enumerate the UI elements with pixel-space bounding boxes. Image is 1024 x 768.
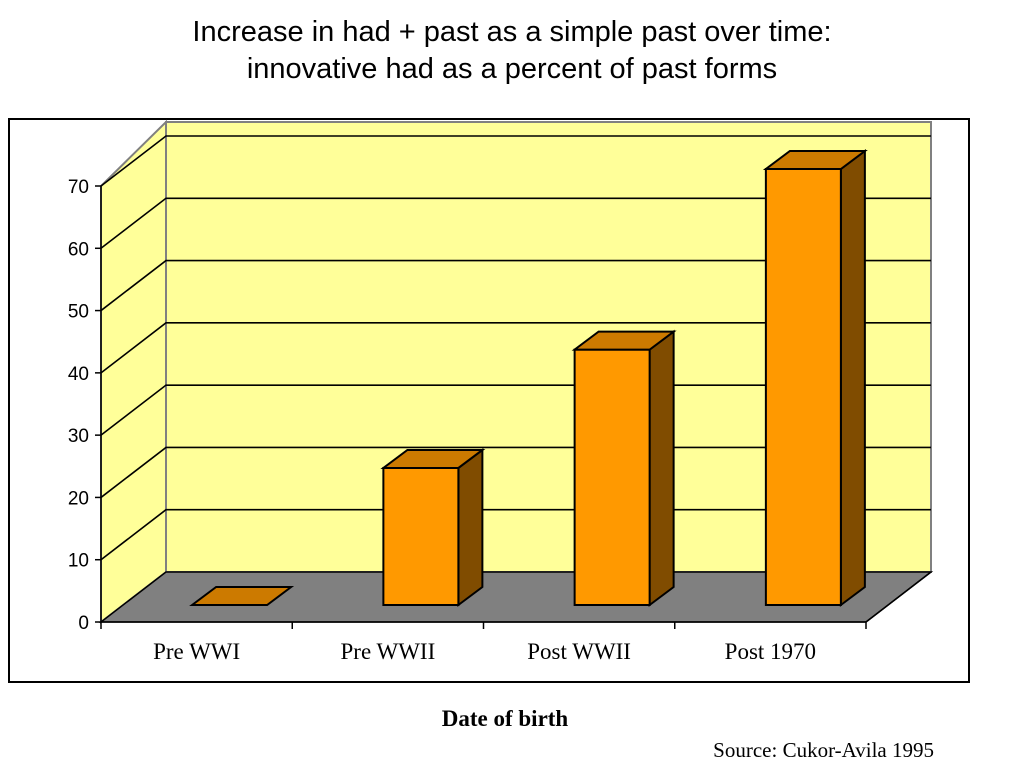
bar-side <box>648 329 675 607</box>
y-tick-label: 70 <box>68 177 89 198</box>
x-tick-label: Post WWII <box>527 639 631 664</box>
bar-front <box>573 348 651 606</box>
gridlines <box>100 135 931 561</box>
y-tick-labels: 0 10 20 30 40 50 60 70 <box>68 177 89 634</box>
x-tick-label: Pre WWI <box>153 639 240 664</box>
gridline <box>100 135 931 187</box>
bar-side <box>839 149 866 607</box>
gridline <box>100 197 931 249</box>
chart-frame <box>8 118 970 683</box>
floor-edge <box>865 571 932 623</box>
y-tick-label: 40 <box>68 364 89 385</box>
y-tick-label: 0 <box>78 613 89 634</box>
chart-title: Increase in had + past as a simple past … <box>0 14 1024 88</box>
bar-top <box>189 586 295 606</box>
y-tick-label: 60 <box>68 239 89 260</box>
bar-top <box>571 330 677 351</box>
x-tick-labels: Pre WWI Pre WWII Post WWII Post 1970 <box>153 639 816 664</box>
bar-front <box>764 168 842 606</box>
x-tick-label: Post 1970 <box>725 639 816 664</box>
side-wall <box>100 119 167 625</box>
title-line-1: Increase in had + past as a simple past … <box>192 16 832 48</box>
y-tick-label: 20 <box>68 488 89 509</box>
gridline <box>100 508 931 561</box>
title-line-2: innovative had as a percent of past form… <box>246 53 778 85</box>
gridline <box>100 384 931 436</box>
source-note: Source: Cukor-Avila 1995 <box>713 738 934 762</box>
bars <box>189 149 868 607</box>
bar-side <box>457 447 484 607</box>
x-tick-label: Pre WWII <box>341 639 436 664</box>
gridline <box>100 259 931 312</box>
bar <box>380 447 486 607</box>
gridline <box>100 322 931 374</box>
y-tick-label: 10 <box>68 551 89 572</box>
axes <box>95 185 932 629</box>
bar-top <box>380 448 486 469</box>
x-axis-label: Date of birth <box>441 706 569 731</box>
y-tick-label: 30 <box>68 426 89 447</box>
gridline <box>100 446 931 499</box>
bar <box>189 586 295 606</box>
bar <box>571 329 677 607</box>
bar-front <box>382 466 460 606</box>
y-tick-label: 50 <box>68 302 89 323</box>
bar-top <box>762 150 868 170</box>
bar <box>762 149 868 607</box>
